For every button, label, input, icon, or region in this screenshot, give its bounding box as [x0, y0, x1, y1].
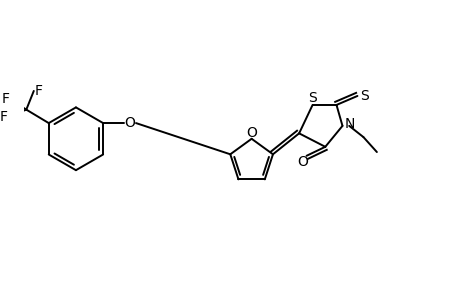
Text: F: F [34, 84, 42, 98]
Text: O: O [246, 126, 257, 140]
Text: F: F [1, 92, 9, 106]
Text: S: S [359, 89, 368, 103]
Text: S: S [308, 91, 316, 105]
Text: O: O [123, 116, 134, 130]
Text: F: F [0, 110, 7, 124]
Text: O: O [297, 155, 308, 169]
Text: N: N [344, 117, 354, 131]
